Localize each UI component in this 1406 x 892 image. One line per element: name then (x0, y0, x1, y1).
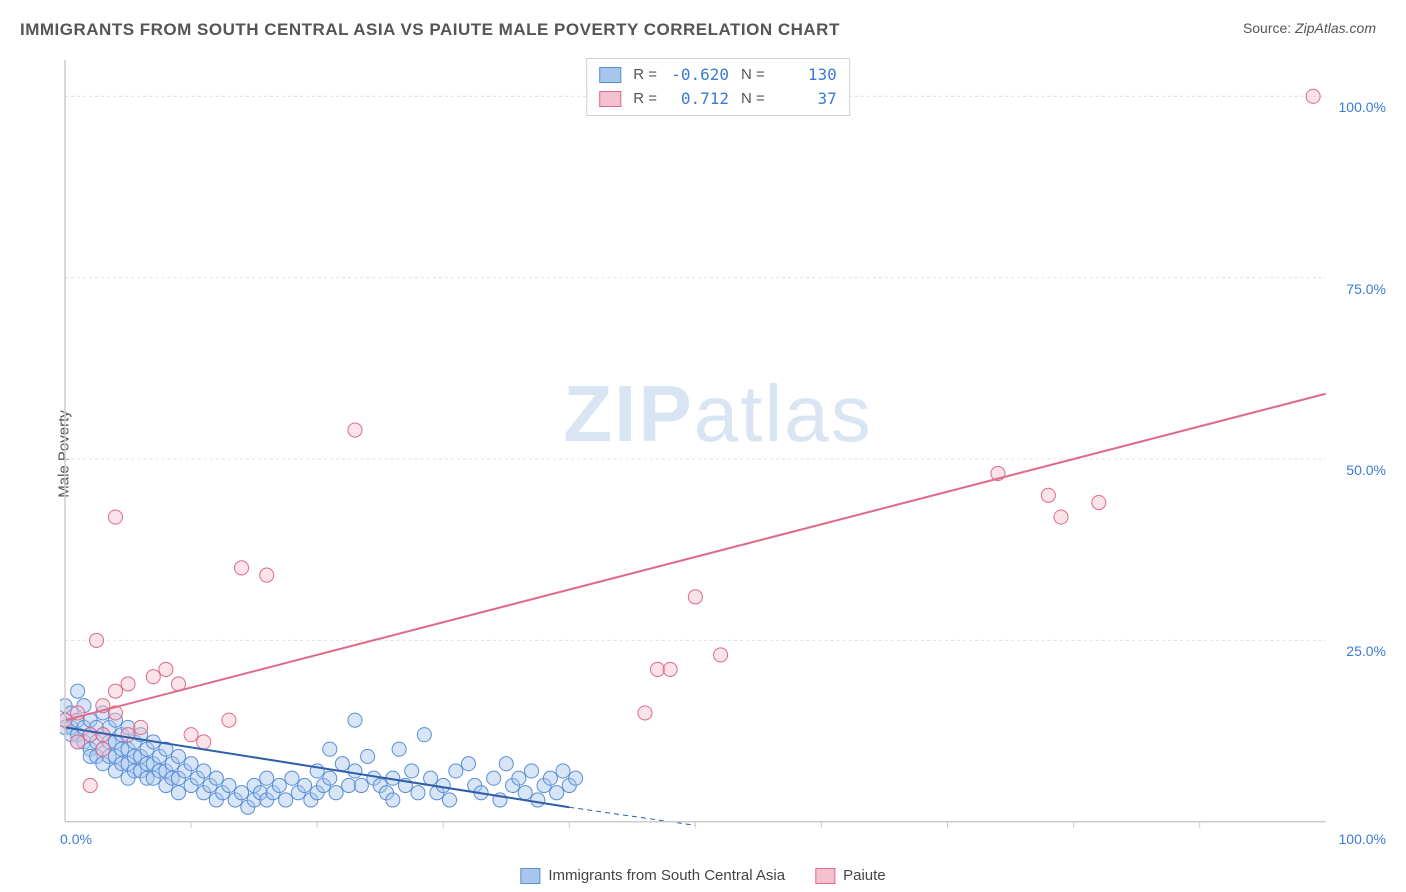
y-tick-label: 75.0% (1346, 281, 1386, 297)
legend-swatch-pink-bottom (815, 868, 835, 884)
legend-item-blue: Immigrants from South Central Asia (520, 867, 785, 884)
chart-title: IMMIGRANTS FROM SOUTH CENTRAL ASIA VS PA… (20, 20, 840, 40)
y-tick-label: 50.0% (1346, 462, 1386, 478)
source-label: Source: (1243, 20, 1295, 36)
legend-swatch-blue (599, 67, 621, 83)
legend-row-blue: R = -0.620 N = 130 (599, 63, 837, 87)
r-value-blue: -0.620 (669, 63, 729, 87)
n-label: N = (741, 64, 765, 87)
r-value-pink: 0.712 (669, 87, 729, 111)
r-label: R = (633, 64, 657, 87)
chart-area: Male Poverty ZIPatlas R = -0.620 N = 130… (50, 55, 1386, 852)
source-attribution: Source: ZipAtlas.com (1243, 20, 1376, 36)
legend-swatch-blue-bottom (520, 868, 540, 884)
correlation-legend: R = -0.620 N = 130 R = 0.712 N = 37 (586, 58, 850, 116)
y-tick-label: 100.0% (1339, 99, 1386, 115)
x-tick-label-max: 100.0% (1339, 831, 1386, 847)
y-tick-label: 25.0% (1346, 643, 1386, 659)
legend-label-pink: Paiute (843, 867, 886, 884)
legend-swatch-pink (599, 91, 621, 107)
n-value-blue: 130 (777, 63, 837, 87)
x-tick-label-min: 0.0% (60, 831, 92, 847)
legend-label-blue: Immigrants from South Central Asia (548, 867, 785, 884)
legend-row-pink: R = 0.712 N = 37 (599, 87, 837, 111)
n-label: N = (741, 88, 765, 111)
scatter-plot-svg (60, 55, 1386, 852)
source-value: ZipAtlas.com (1295, 20, 1376, 36)
r-label: R = (633, 88, 657, 111)
n-value-pink: 37 (777, 87, 837, 111)
legend-item-pink: Paiute (815, 867, 886, 884)
series-legend: Immigrants from South Central Asia Paiut… (520, 867, 885, 884)
